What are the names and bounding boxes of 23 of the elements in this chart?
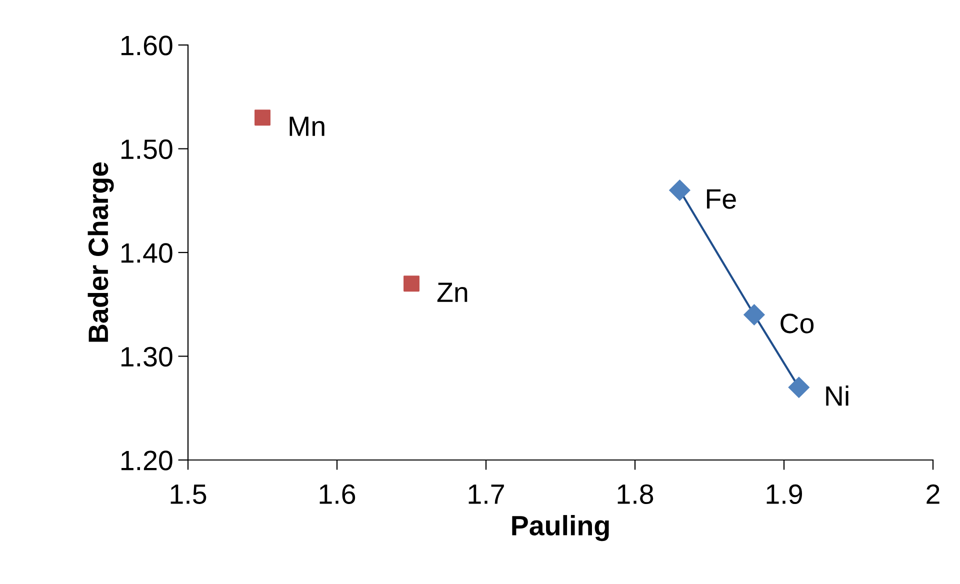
y-tick-label: 1.20 bbox=[121, 450, 172, 470]
point bbox=[669, 180, 690, 201]
y-tick-label: 1.30 bbox=[121, 346, 172, 367]
y-tick-label: 1.40 bbox=[121, 243, 172, 263]
point bbox=[744, 304, 765, 326]
y-tick-label: 1.60 bbox=[121, 36, 172, 56]
annotation: Co bbox=[780, 314, 814, 334]
y-axis-title: Bader Charge bbox=[88, 162, 114, 342]
x-tick-label: 1.7 bbox=[468, 484, 504, 504]
annotation: Ni bbox=[826, 386, 848, 406]
x-tick-label: 1.5 bbox=[170, 484, 206, 504]
point bbox=[254, 110, 270, 126]
annotation: Fe bbox=[706, 189, 736, 209]
x-tick-label: 1.9 bbox=[766, 484, 802, 504]
point bbox=[788, 376, 810, 398]
y-tick-label: 1.50 bbox=[121, 139, 172, 160]
annotation: Mn bbox=[290, 116, 324, 136]
x-tick-label: 1.6 bbox=[320, 484, 356, 504]
x-tick-label: 2 bbox=[926, 484, 940, 504]
annotation: Zn bbox=[437, 282, 468, 302]
x-axis-title: Pauling bbox=[512, 515, 609, 542]
x-tick-label: 1.8 bbox=[618, 484, 654, 504]
point bbox=[404, 276, 420, 292]
